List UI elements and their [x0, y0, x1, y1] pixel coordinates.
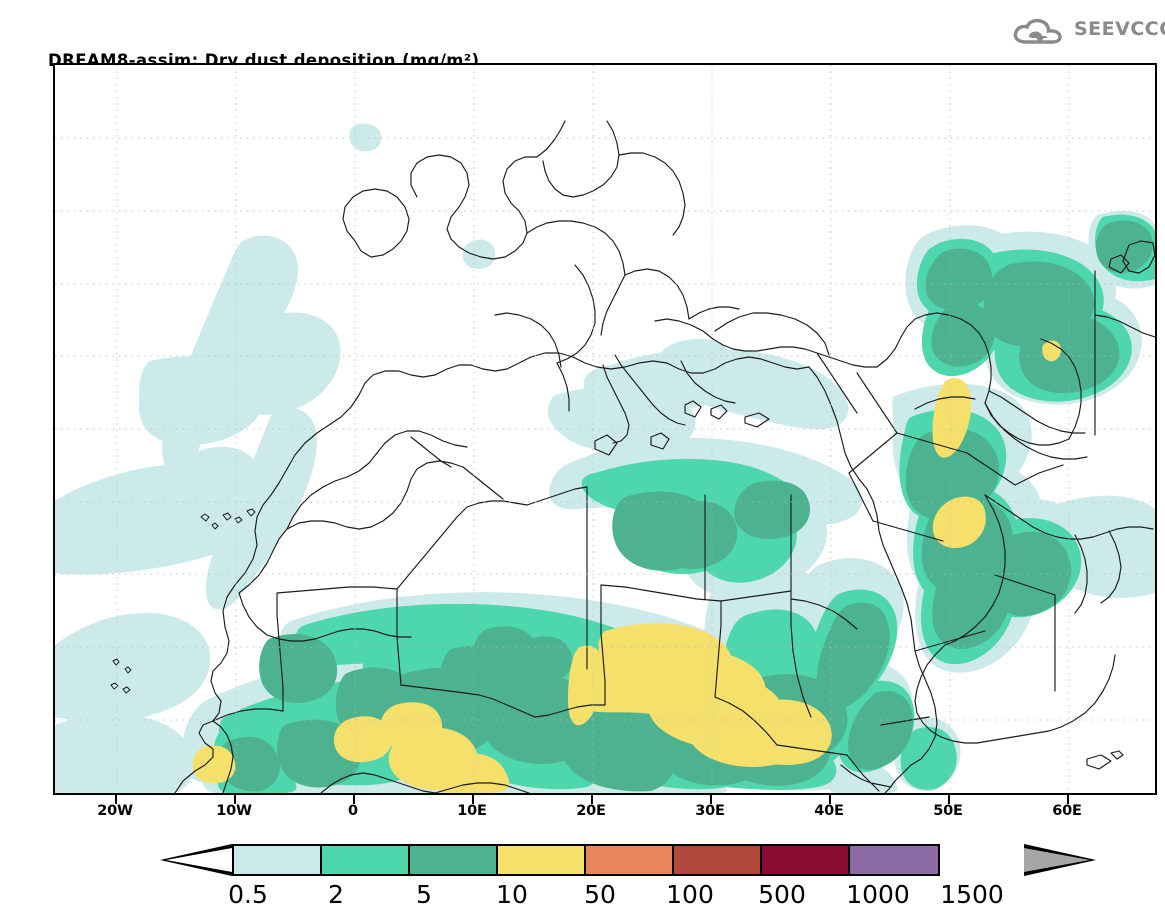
logo-wordmark: SEEVCCC	[1074, 18, 1165, 40]
map-canvas	[55, 65, 1155, 793]
colorbar-tick-3: 10	[496, 880, 528, 909]
colorbar-tick-2: 5	[416, 880, 432, 909]
colorbar-tick-7: 1000	[846, 880, 910, 909]
colorbar-band-0	[234, 846, 322, 874]
colorbar-band-6	[762, 846, 850, 874]
cloud-icon	[1013, 18, 1062, 44]
colorbar-under-fill	[166, 848, 232, 872]
colorbar-band-5	[674, 846, 762, 874]
colorbar-over-fill	[1024, 848, 1090, 872]
x-axis: 20W 10W 0 10E 20E 30E 40E 50E 60E	[53, 63, 1157, 819]
x-tick-label-10E: 10E	[457, 803, 487, 819]
seevccc-logo: SEEVCCC	[1012, 14, 1165, 48]
x-tick-label-20E: 20E	[576, 803, 606, 819]
x-tick-label-10W: 10W	[216, 803, 252, 819]
x-tick-label-50E: 50E	[933, 803, 963, 819]
colorbar-tick-8: 1500	[940, 880, 1004, 909]
colorbar-tick-6: 500	[758, 880, 806, 909]
colorbar-tick-4: 50	[584, 880, 616, 909]
x-tick-label-60E: 60E	[1052, 803, 1082, 819]
colorbar-band-1	[322, 846, 410, 874]
colorbar-tick-5: 100	[666, 880, 714, 909]
colorbar-tick-1: 2	[328, 880, 344, 909]
x-tick-label-40E: 40E	[814, 803, 844, 819]
contour-band-10-50	[192, 340, 1061, 793]
colorbar-band-4	[586, 846, 674, 874]
colorbar: 0.5 2 5 10 50 100 500 1000 1500	[0, 838, 1165, 909]
colorbar-band-3	[498, 846, 586, 874]
x-tick-label-20W: 20W	[97, 803, 133, 819]
colorbar-bands	[232, 844, 940, 876]
chart-header: DREAM8-assim: Dry dust deposition (mg/m²…	[0, 0, 1165, 133]
dust-deposition-map	[55, 65, 1155, 793]
map-plot-area: 55N 50N 45N 40N 35N 30N 25N 20N 15N 10N …	[53, 63, 1157, 795]
colorbar-band-2	[410, 846, 498, 874]
colorbar-tick-0: 0.5	[228, 880, 268, 909]
x-tick-label-30E: 30E	[695, 803, 725, 819]
x-tick-label-0: 0	[348, 803, 358, 819]
colorbar-band-7	[850, 846, 938, 874]
